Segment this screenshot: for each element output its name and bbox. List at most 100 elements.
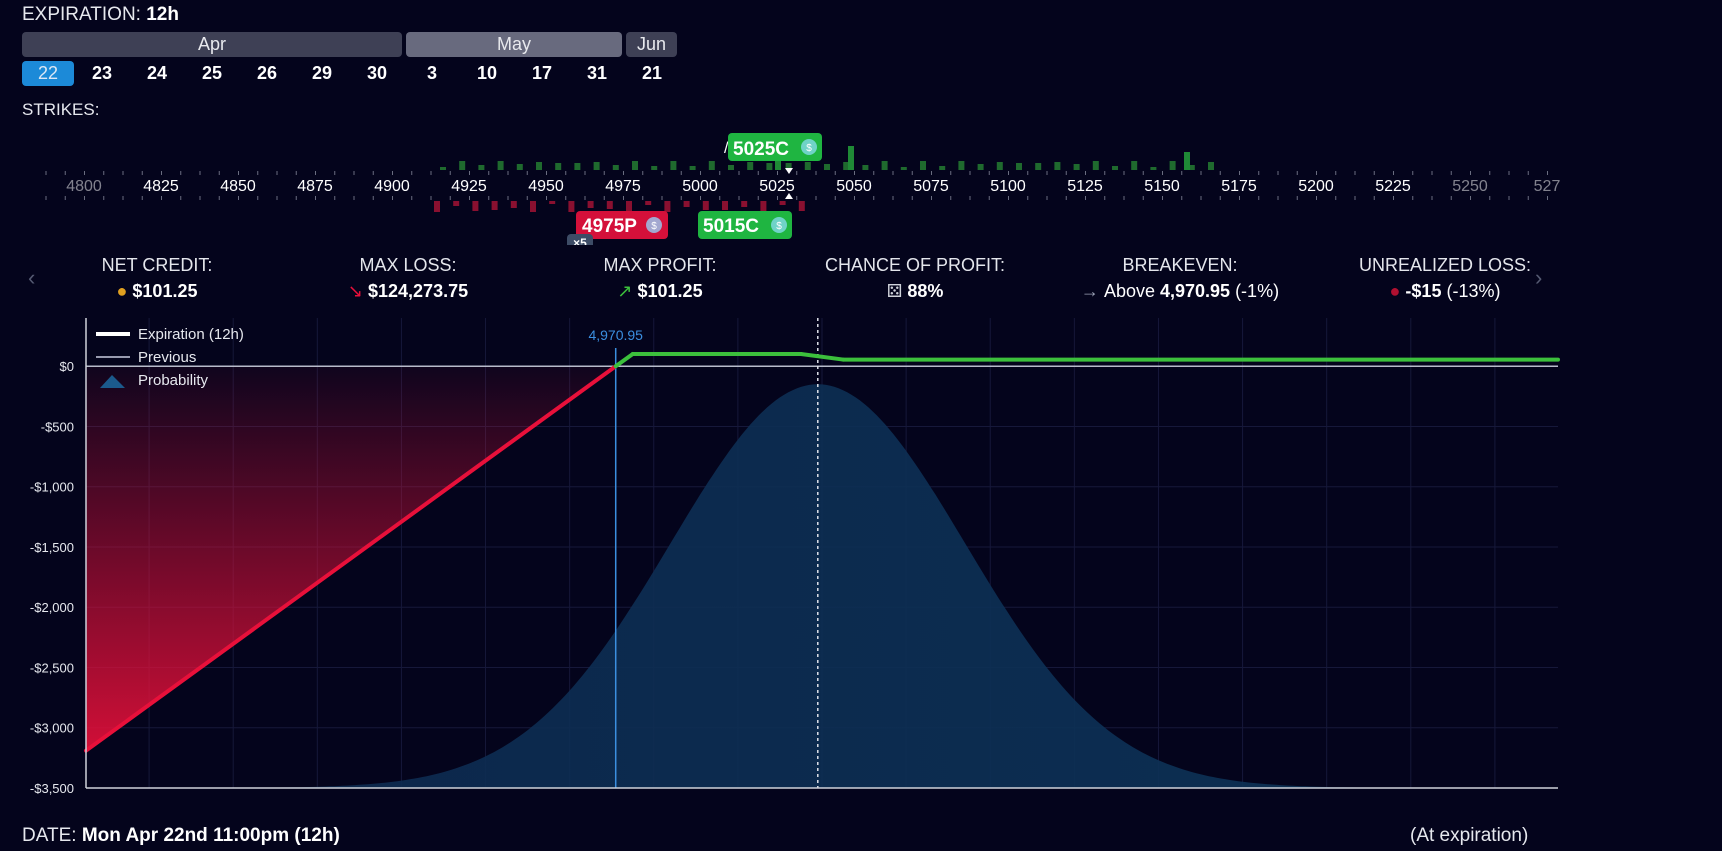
stats-next-arrow[interactable]: › — [1535, 265, 1543, 290]
stat-max-profit: MAX PROFIT: ↗ $101.25 — [603, 255, 717, 301]
day-10[interactable]: 10 — [476, 63, 498, 83]
y-tick-label: -$500 — [41, 419, 74, 434]
strike-label[interactable]: 4875 — [297, 178, 333, 195]
put-volume-bar — [645, 201, 652, 205]
leg-5025c[interactable]: / 5025C $ — [724, 133, 822, 174]
call-volume-bar — [848, 146, 854, 170]
call-volume-bar — [900, 167, 907, 170]
call-volume-bar — [478, 165, 485, 170]
day-23[interactable]: 23 — [91, 63, 113, 83]
leg-4975p-qty: ×5 — [573, 236, 587, 245]
day-21[interactable]: 21 — [641, 63, 663, 83]
dice-icon: ⚄ — [886, 281, 903, 301]
call-volume-bar — [612, 165, 619, 170]
put-volume-bar — [606, 201, 613, 209]
strike-label[interactable]: 4800 — [66, 178, 102, 195]
strike-label[interactable]: 5200 — [1298, 178, 1334, 195]
stat-chance-of-profit: CHANCE OF PROFIT: ⚄ 88% — [824, 255, 1005, 301]
dollar-icon — [771, 217, 787, 233]
breakeven-label: 4,970.95 — [588, 327, 643, 343]
day-26[interactable]: 26 — [256, 63, 278, 83]
call-volume-bar — [881, 161, 888, 170]
stat-max-loss: MAX LOSS: ↘ $124,273.75 — [347, 255, 469, 301]
call-volume-bar — [1016, 163, 1022, 170]
strike-ruler[interactable]: 4800 4825 4850 4875 4900 4925 4950 4975 5000 5025… — [30, 125, 1560, 245]
call-volume-bar — [804, 162, 811, 170]
strike-label[interactable]: 5000 — [682, 178, 718, 195]
strike-label[interactable]: 4825 — [143, 178, 179, 195]
strike-label[interactable]: 5175 — [1221, 178, 1257, 195]
pnl-chart[interactable]: 4,970.95 4,8604,8804,9004,9204,9404,9604… — [0, 318, 1722, 796]
call-volume-bar — [593, 162, 600, 170]
strike-label[interactable]: 4900 — [374, 178, 410, 195]
y-tick-label: $0 — [60, 359, 74, 374]
call-volume-bar — [574, 163, 581, 170]
strike-label[interactable]: 5025 — [759, 178, 795, 195]
svg-text:$: $ — [651, 221, 657, 232]
y-tick-label: -$1,500 — [30, 540, 74, 555]
put-volume-bar — [568, 201, 575, 212]
day-25[interactable]: 25 — [201, 63, 223, 83]
put-volume-bar — [434, 201, 440, 212]
strike-label[interactable]: 527 — [1534, 178, 1560, 195]
strike-label[interactable]: 5050 — [836, 178, 872, 195]
pnl-line-segment — [84, 364, 618, 753]
legend-probability: Probability — [138, 372, 209, 389]
stat-net-credit: NET CREDIT: ● $101.25 — [101, 255, 213, 301]
call-volume-bar — [1112, 166, 1118, 170]
call-volume-bar — [1092, 161, 1099, 170]
call-volume-bar — [651, 166, 658, 170]
strike-label[interactable]: 5250 — [1452, 178, 1488, 195]
call-volume-bar — [708, 161, 715, 170]
month-jun[interactable]: Jun — [626, 32, 677, 57]
svg-text:$: $ — [806, 143, 812, 154]
put-volume-bar — [664, 201, 671, 212]
stats-prev-arrow[interactable]: ‹ — [28, 265, 36, 290]
leg-4975p-label: 4975P — [582, 216, 637, 237]
month-apr[interactable]: Apr — [22, 32, 402, 57]
strike-label[interactable]: 4975 — [605, 178, 641, 195]
chart-legend: Expiration (12h) Previous Probability — [96, 326, 244, 389]
call-volume-bar — [536, 162, 542, 170]
strike-label[interactable]: 4925 — [451, 178, 487, 195]
month-may[interactable]: May — [406, 32, 622, 57]
put-volume-bar — [683, 201, 690, 207]
stat-unrealized-loss: UNREALIZED LOSS: ● -$15 (-13%) — [1358, 255, 1532, 301]
put-volume-bar — [587, 201, 594, 208]
day-30[interactable]: 30 — [366, 63, 388, 83]
day-3[interactable]: 3 — [426, 63, 437, 83]
call-volume-bar — [1169, 161, 1176, 170]
y-tick-label: -$3,500 — [30, 781, 74, 796]
put-volume-bar — [760, 201, 767, 212]
strike-label[interactable]: 4850 — [220, 178, 256, 195]
day-17[interactable]: 17 — [531, 63, 553, 83]
call-volume-bar — [1054, 162, 1061, 170]
day-31[interactable]: 31 — [586, 63, 608, 83]
day-29[interactable]: 29 — [311, 63, 333, 83]
put-volume-bar — [779, 201, 786, 205]
call-volume-bar — [440, 167, 446, 170]
call-volume-bar — [977, 164, 984, 170]
call-volume-bar — [689, 166, 696, 170]
legend-expiration: Expiration (12h) — [138, 326, 244, 343]
call-volume-bar — [1131, 161, 1138, 170]
call-volume-bar — [958, 161, 965, 170]
strike-label[interactable]: 5100 — [990, 178, 1026, 195]
arrow-right-icon: → — [1080, 281, 1099, 301]
leg-4975p[interactable]: 4975P $ ×5 — [567, 211, 668, 245]
day-24[interactable]: 24 — [146, 63, 168, 83]
call-volume-bar — [785, 163, 792, 170]
put-volume-bar — [472, 201, 479, 211]
put-volume-bar — [702, 201, 709, 210]
strike-label[interactable]: 5125 — [1067, 178, 1103, 195]
at-expiration-note: (At expiration) — [1410, 825, 1529, 846]
strike-label[interactable]: 4950 — [528, 178, 564, 195]
day-22[interactable]: 22 — [22, 61, 74, 86]
strike-label[interactable]: 5075 — [913, 178, 949, 195]
strike-label[interactable]: 5225 — [1375, 178, 1411, 195]
strike-label[interactable]: 5150 — [1144, 178, 1180, 195]
call-volume-bar — [1208, 162, 1214, 170]
call-volume-bar — [728, 165, 734, 170]
leg-5015c[interactable]: 5015C $ — [698, 193, 793, 239]
call-volume-bar — [939, 166, 946, 170]
